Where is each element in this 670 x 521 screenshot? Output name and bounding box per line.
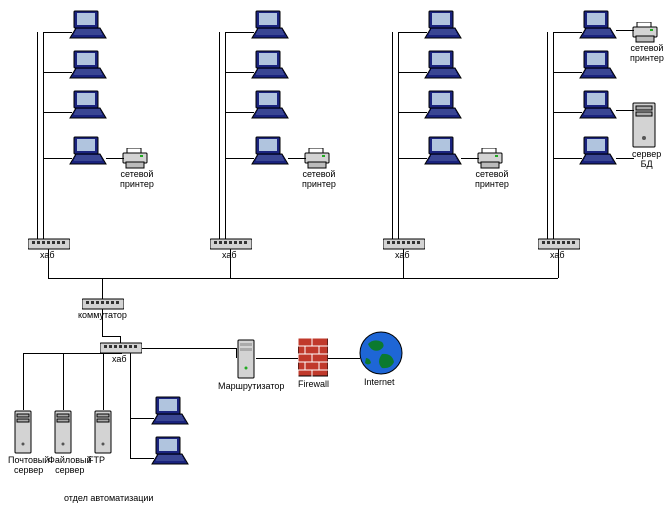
router-icon: [236, 338, 256, 382]
laptop-icon-c3-2: [423, 90, 463, 122]
laptop-icon-c1-3: [68, 136, 108, 168]
ftp-server-icon: [94, 410, 112, 456]
dept-laptop-icon-0: [150, 396, 190, 428]
mail-server-icon: [14, 410, 32, 456]
file-server-icon: [54, 410, 72, 456]
laptop-icon-c4-3: [578, 136, 618, 168]
laptop-icon-c4-2: [578, 90, 618, 122]
laptop-icon-c4-0: [578, 10, 618, 42]
ftp-server-label: FTP: [88, 456, 105, 466]
network-diagram: сетевой принтер хаб сетевой принте: [0, 0, 670, 521]
dept-laptop-icon-1: [150, 436, 190, 468]
laptop-icon-c1-0: [68, 10, 108, 42]
dept-label: отдел автоматизации: [64, 494, 153, 504]
printer-label-c1: сетевой принтер: [120, 170, 154, 190]
firewall-label: Firewall: [298, 380, 329, 390]
db-server-label: сервер БД: [632, 150, 661, 170]
internet-icon: [358, 330, 404, 378]
firewall-icon: [298, 336, 328, 380]
laptop-icon-c3-3: [423, 136, 463, 168]
laptop-icon-c3-1: [423, 50, 463, 82]
laptop-icon-c1-1: [68, 50, 108, 82]
hub5-label: хаб: [112, 355, 127, 365]
laptop-icon-c2-3: [250, 136, 290, 168]
laptop-icon-c2-1: [250, 50, 290, 82]
mail-server-label: Почтовый сервер: [8, 456, 49, 476]
router-label: Маршрутизатор: [218, 382, 284, 392]
laptop-icon-c2-0: [250, 10, 290, 42]
laptop-icon-c2-2: [250, 90, 290, 122]
file-server-label: Файловый сервер: [48, 456, 92, 476]
laptop-icon-c1-2: [68, 90, 108, 122]
laptop-icon-c4-1: [578, 50, 618, 82]
printer-label-c2: сетевой принтер: [302, 170, 336, 190]
laptop-icon-c3-0: [423, 10, 463, 42]
db-server-icon: [632, 102, 656, 150]
printer-label-c3: сетевой принтер: [475, 170, 509, 190]
printer-label-c4: сетевой принтер: [630, 44, 664, 64]
internet-label: Internet: [364, 378, 395, 388]
